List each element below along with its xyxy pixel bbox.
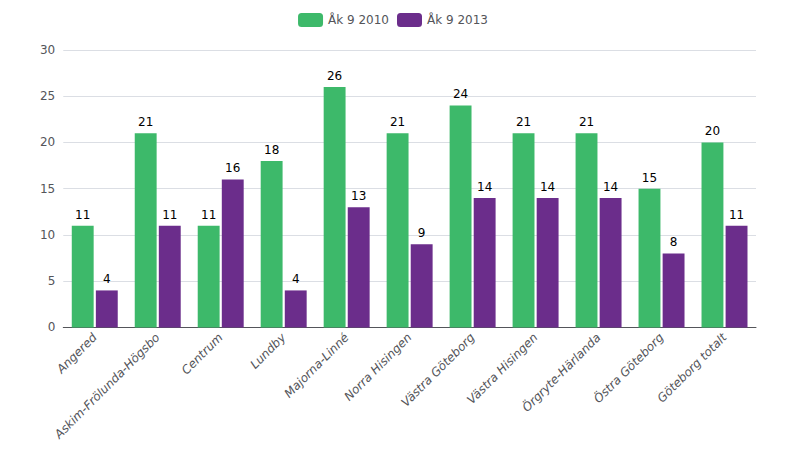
svg-text:4: 4: [103, 272, 111, 286]
svg-text:30: 30: [40, 43, 55, 57]
svg-text:21: 21: [138, 115, 153, 129]
svg-text:Askim-Frölunda-Högsbo: Askim-Frölunda-Högsbo: [51, 330, 163, 442]
svg-text:26: 26: [327, 69, 342, 83]
svg-text:Åk 9 2010: Åk 9 2010: [328, 12, 389, 27]
svg-text:5: 5: [48, 274, 56, 288]
svg-text:4: 4: [292, 272, 300, 286]
svg-text:0: 0: [48, 320, 56, 334]
svg-text:11: 11: [201, 208, 216, 222]
svg-text:9: 9: [418, 226, 426, 240]
svg-text:Åk 9 2013: Åk 9 2013: [427, 12, 488, 27]
svg-text:11: 11: [75, 208, 90, 222]
svg-text:Majorna-Linné: Majorna-Linné: [282, 330, 352, 400]
svg-text:Västra Göteborg: Västra Göteborg: [398, 330, 478, 410]
svg-text:18: 18: [264, 143, 279, 157]
svg-text:20: 20: [705, 124, 720, 138]
svg-text:15: 15: [40, 182, 55, 196]
svg-text:Örgryte-Härlanda: Örgryte-Härlanda: [518, 329, 603, 414]
svg-text:14: 14: [540, 180, 555, 194]
svg-text:21: 21: [579, 115, 594, 129]
svg-text:Västra Hisingen: Västra Hisingen: [464, 330, 541, 407]
svg-text:Göteborg totalt: Göteborg totalt: [654, 330, 730, 406]
svg-text:14: 14: [603, 180, 618, 194]
svg-text:11: 11: [729, 208, 744, 222]
svg-text:13: 13: [351, 189, 366, 203]
svg-text:Angered: Angered: [53, 330, 100, 377]
svg-text:21: 21: [390, 115, 405, 129]
svg-text:Centrum: Centrum: [179, 330, 226, 377]
svg-text:20: 20: [40, 135, 55, 149]
svg-text:Lundby: Lundby: [247, 330, 289, 372]
svg-text:11: 11: [162, 208, 177, 222]
svg-text:15: 15: [642, 171, 657, 185]
svg-text:24: 24: [453, 87, 468, 101]
svg-text:25: 25: [40, 89, 55, 103]
svg-text:14: 14: [477, 180, 492, 194]
svg-text:21: 21: [516, 115, 531, 129]
svg-text:16: 16: [225, 161, 240, 175]
svg-text:8: 8: [670, 235, 678, 249]
svg-text:Östra Göteborg: Östra Göteborg: [591, 330, 667, 406]
svg-text:10: 10: [40, 228, 55, 242]
svg-text:Norra Hisingen: Norra Hisingen: [341, 330, 414, 403]
